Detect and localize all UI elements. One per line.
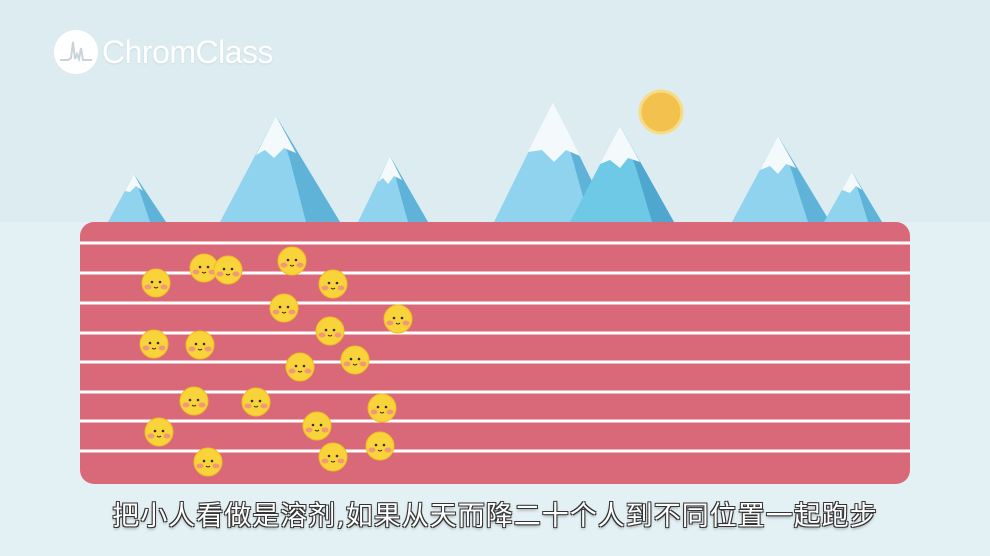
runner-face-icon bbox=[179, 386, 209, 416]
sky-background bbox=[0, 0, 990, 222]
brand-logo: ChromClass bbox=[54, 30, 274, 74]
lane-lines bbox=[80, 241, 910, 453]
running-track bbox=[80, 222, 910, 484]
mountain-range bbox=[108, 102, 882, 222]
runner-face-icon bbox=[277, 246, 307, 276]
runner-face-icon bbox=[383, 304, 413, 334]
runner-face-icon bbox=[213, 255, 243, 285]
runner-face-icon bbox=[302, 411, 332, 441]
runner-face-icon bbox=[241, 387, 271, 417]
runner-face-icon bbox=[139, 329, 169, 359]
runner-face-icon bbox=[269, 293, 299, 323]
runner-face-icon bbox=[318, 269, 348, 299]
runner-face-icon bbox=[365, 431, 395, 461]
brand-name: ChromClass bbox=[102, 33, 274, 70]
runner-face-icon bbox=[340, 345, 370, 375]
runner-face-icon bbox=[285, 352, 315, 382]
runner-face-icon bbox=[144, 417, 174, 447]
runner-face-icon bbox=[193, 447, 223, 477]
subtitle-caption: 把小人看做是溶剂,如果从天而降二十个人到不同位置一起跑步 bbox=[112, 501, 878, 532]
runner-face-icon bbox=[367, 393, 397, 423]
sun-icon bbox=[638, 89, 684, 135]
runner-face-icon bbox=[315, 316, 345, 346]
runner-face-icon bbox=[185, 330, 215, 360]
runner-face-icon bbox=[141, 268, 171, 298]
runner-face-icon bbox=[318, 442, 348, 472]
chromatogram-logo-icon bbox=[54, 30, 98, 74]
runners bbox=[139, 246, 413, 477]
